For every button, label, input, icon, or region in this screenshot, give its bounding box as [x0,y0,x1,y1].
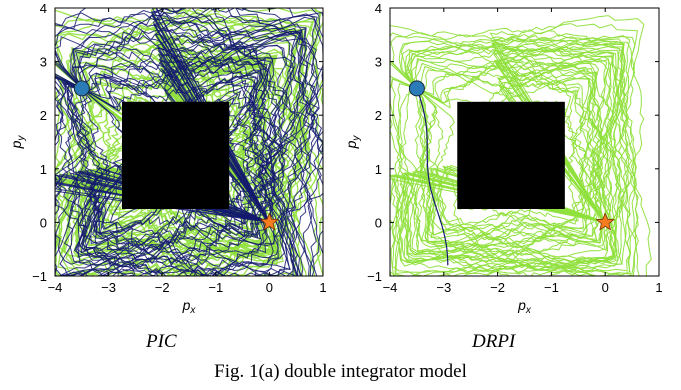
trajectory-line [406,44,617,268]
trajectory-line [55,8,323,276]
trajectory-line [413,58,612,256]
trajectory-line [55,8,323,223]
x-tick-label: −1 [208,280,223,295]
trajectory-line [55,11,317,276]
x-tick-label: −1 [544,280,559,295]
x-tick-label: 0 [602,280,609,295]
figure: −4 −3 −2 −1 0 1 −1 0 1 2 3 4 px py −4 −3 −2 −1 0 1 −1 0 1 2 3 4 p… [8,1,663,316]
x-tick-label: −3 [436,280,451,295]
figure-caption: Fig. 1(a) double integrator model [214,361,467,382]
y-tick-label: 0 [40,215,47,230]
trajectory-line [80,57,270,252]
trajectory-line [55,8,323,276]
y-tick-label: 0 [375,215,382,230]
trajectory-line [55,8,323,276]
y-tick-label: −1 [32,269,47,284]
y-axis-label: py [8,135,27,150]
panel-pic: −4 −3 −2 −1 0 1 −1 0 1 2 3 4 px py [8,1,327,316]
panel-caption-drpi: DRPI [472,331,516,352]
trajectory-line [403,37,621,274]
trajectory-line [55,10,323,276]
trajectory-line [65,44,285,264]
trajectory-line [391,35,631,276]
trajectory-line [55,8,322,276]
x-axis-label: px [517,297,532,316]
trajectory-line [79,48,283,263]
y-tick-label: 4 [375,1,382,16]
y-tick-label: 1 [40,162,47,177]
y-tick-label: 3 [40,55,47,70]
trajectory-line [390,31,637,276]
trajectory-line [55,34,303,276]
trajectory-line [390,32,639,276]
trajectory-line [416,65,606,245]
start-marker [73,80,90,97]
trajectories [55,8,323,276]
y-tick-label: −1 [367,269,382,284]
y-tick-label: 2 [40,108,47,123]
trajectory-line [56,27,297,276]
start-marker [408,80,425,97]
goal-star-marker [259,212,280,231]
trajectory-line [76,79,274,246]
y-tick-label: 3 [375,55,382,70]
trajectory-line [416,88,449,266]
trajectory-line [411,58,612,255]
trajectory-line [67,14,299,276]
trajectory-line [390,30,637,276]
trajectory-line [55,19,313,276]
panel-drpi: −4 −3 −2 −1 0 1 −1 0 1 2 3 4 px py [343,1,663,316]
x-tick-label: −2 [155,280,170,295]
x-tick-label: −4 [48,280,63,295]
trajectory-line [416,75,606,236]
axes-frame [54,7,324,277]
y-tick-label: 4 [40,1,47,16]
trajectory-line [55,15,304,276]
x-tick-label: −3 [101,280,116,295]
trajectory-line [391,43,632,275]
obstacle [122,101,230,209]
x-tick-label: 1 [655,280,662,295]
trajectory-line [402,47,618,264]
axes-frame [389,7,660,277]
y-tick-label: 2 [375,108,382,123]
trajectory-line [55,33,319,276]
goal-star-marker [595,212,615,231]
y-axis-label: py [343,135,362,150]
trajectory-line [55,56,311,276]
trajectory-line [55,13,323,276]
x-tick-label: 0 [266,280,273,295]
x-tick-label: −2 [490,280,505,295]
panel-caption-pic: PIC [146,331,177,352]
trajectory-line [63,44,287,266]
trajectory-line [390,27,639,276]
trajectory-line [55,37,297,274]
trajectory-line [55,21,318,276]
trajectory-line [398,44,623,266]
trajectory-line [416,72,606,240]
x-tick-label: −4 [383,280,398,295]
trajectory-line [55,31,305,276]
obstacle [457,101,565,209]
trajectory-line [395,38,630,275]
y-tick-label: 1 [375,162,382,177]
trajectories [390,15,652,276]
trajectory-line [68,47,286,264]
x-tick-label: 1 [319,280,326,295]
x-axis-label: px [182,297,197,316]
